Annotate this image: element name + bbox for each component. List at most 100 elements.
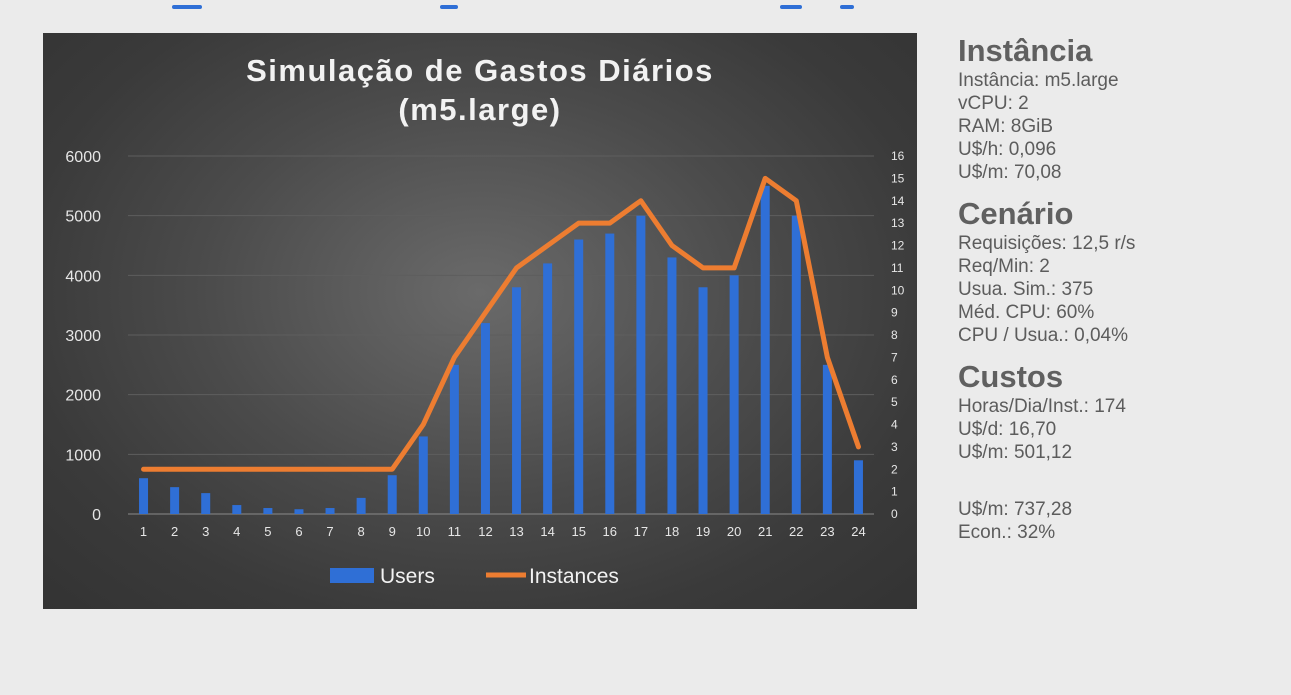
users-bar	[449, 364, 459, 514]
users-bar	[294, 509, 304, 514]
chart-subtitle: (m5.large)	[398, 92, 561, 127]
y-right-tick-label: 9	[891, 306, 898, 320]
users-bar	[170, 487, 180, 514]
top-title-fragment	[140, 0, 880, 9]
users-bar	[480, 323, 490, 514]
y-left-tick-label: 2000	[65, 388, 101, 405]
y-right-tick-label: 8	[891, 328, 898, 342]
y-right-tick-label: 10	[891, 283, 905, 297]
users-bar	[698, 287, 708, 514]
users-bar	[853, 460, 863, 514]
y-right-tick-label: 13	[891, 216, 905, 230]
x-tick-label: 6	[295, 524, 302, 539]
instance-section: Instância Instância: m5.large vCPU: 2 RA…	[958, 33, 1278, 184]
y-left-tick-label: 4000	[65, 268, 101, 285]
users-bar	[791, 215, 801, 514]
costs-heading: Custos	[958, 359, 1064, 394]
instances-line	[141, 175, 861, 472]
y-left-tick-label: 6000	[65, 149, 101, 166]
comparison-section: U$/m: 737,28 Econ.: 32%	[958, 498, 1278, 544]
y-right-tick-label: 2	[891, 462, 898, 476]
info-sidebar: Instância Instância: m5.large vCPU: 2 RA…	[958, 33, 1278, 556]
users-bar	[605, 233, 615, 515]
users-bar	[263, 508, 273, 514]
x-tick-label: 4	[233, 524, 240, 539]
users-bar	[512, 287, 522, 514]
scenario-line: Requisições: 12,5 r/s	[958, 233, 1136, 254]
y-right-tick-label: 4	[891, 418, 898, 432]
legend-users-label: Users	[380, 565, 435, 588]
users-bar	[636, 215, 646, 514]
x-tick-label: 20	[727, 524, 741, 539]
x-tick-label: 16	[603, 524, 617, 539]
costs-line: Horas/Dia/Inst.: 174	[958, 396, 1126, 417]
x-tick-label: 15	[571, 524, 585, 539]
comparison-line: U$/m: 737,28	[958, 499, 1073, 520]
legend-instances-label: Instances	[529, 565, 619, 588]
users-bar	[232, 505, 242, 514]
x-tick-label: 8	[358, 524, 365, 539]
y-right-tick-label: 6	[891, 373, 898, 387]
x-tick-label: 3	[202, 524, 209, 539]
chart-title: Simulação de Gastos Diários	[246, 53, 714, 88]
x-tick-label: 18	[665, 524, 679, 539]
x-tick-label: 5	[264, 524, 271, 539]
users-bar	[667, 257, 677, 514]
instance-line: Instância: m5.large	[958, 70, 1119, 91]
users-bar	[543, 263, 553, 514]
x-tick-label: 2	[171, 524, 178, 539]
x-tick-label: 9	[389, 524, 396, 539]
y-right-tick-label: 15	[891, 171, 905, 185]
x-tick-label: 12	[478, 524, 492, 539]
y-left-tick-label: 5000	[65, 209, 101, 226]
y-right-tick-label: 11	[891, 261, 904, 275]
x-tick-label: 23	[820, 524, 834, 539]
instance-heading: Instância	[958, 33, 1093, 68]
users-bar	[201, 493, 211, 514]
y-right-tick-label: 0	[891, 507, 898, 521]
users-bar	[760, 185, 770, 515]
users-bar	[356, 497, 366, 514]
x-tick-label: 22	[789, 524, 803, 539]
costs-section: Custos Horas/Dia/Inst.: 174 U$/d: 16,70 …	[958, 359, 1278, 464]
x-tick-label: 7	[326, 524, 333, 539]
x-tick-label: 10	[416, 524, 430, 539]
costs-line: U$/m: 501,12	[958, 442, 1073, 463]
instance-line: vCPU: 2	[958, 93, 1029, 114]
scenario-line: CPU / Usua.: 0,04%	[958, 325, 1129, 346]
x-tick-label: 11	[448, 524, 462, 539]
y-right-tick-label: 16	[891, 149, 905, 163]
y-right-tick-label: 7	[891, 350, 898, 364]
x-tick-label: 19	[696, 524, 710, 539]
users-bar	[387, 475, 397, 514]
daily-cost-chart: Simulação de Gastos Diários (m5.large) 0…	[65, 53, 905, 588]
chart-panel: Simulação de Gastos Diários (m5.large) 0…	[43, 33, 917, 609]
costs-line: U$/d: 16,70	[958, 419, 1057, 440]
legend-users-swatch	[330, 568, 374, 583]
users-bar	[418, 436, 428, 514]
instance-line: U$/m: 70,08	[958, 162, 1062, 183]
y-left-tick-label: 1000	[65, 447, 101, 464]
scenario-line: Méd. CPU: 60%	[958, 302, 1095, 323]
y-right-tick-label: 1	[891, 485, 898, 499]
y-left-tick-label: 0	[92, 507, 101, 524]
y-right-tick-label: 14	[891, 194, 905, 208]
x-tick-label: 14	[540, 524, 554, 539]
y-right-tick-label: 3	[891, 440, 898, 454]
x-tick-label: 17	[634, 524, 648, 539]
y-left-tick-label: 3000	[65, 328, 101, 345]
users-bar	[822, 364, 832, 514]
users-bar	[325, 508, 335, 514]
scenario-line: Usua. Sim.: 375	[958, 279, 1094, 300]
y-right-tick-label: 5	[891, 395, 898, 409]
scenario-heading: Cenário	[958, 196, 1074, 231]
instance-line: U$/h: 0,096	[958, 139, 1057, 160]
chart-legend: Users Instances	[330, 565, 619, 588]
scenario-line: Req/Min: 2	[958, 256, 1050, 277]
y-right-tick-label: 12	[891, 239, 905, 253]
x-tick-label: 1	[140, 524, 147, 539]
scenario-section: Cenário Requisições: 12,5 r/s Req/Min: 2…	[958, 196, 1278, 347]
comparison-line: Econ.: 32%	[958, 522, 1056, 543]
x-tick-label: 13	[509, 524, 523, 539]
users-bar	[139, 478, 149, 514]
